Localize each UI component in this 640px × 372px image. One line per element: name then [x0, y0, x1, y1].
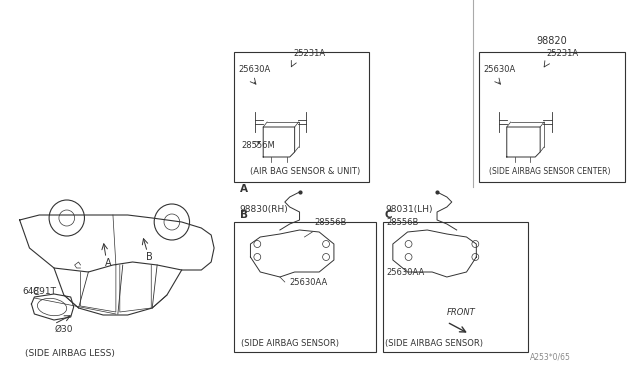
Text: 25231A: 25231A	[294, 49, 326, 58]
Text: B: B	[239, 210, 248, 220]
Text: 98820: 98820	[536, 36, 567, 46]
Text: 98830(RH): 98830(RH)	[239, 205, 289, 214]
Text: (SIDE AIRBAG SENSOR CENTER): (SIDE AIRBAG SENSOR CENTER)	[489, 167, 611, 176]
Text: C: C	[385, 210, 392, 220]
Text: C: C	[33, 287, 39, 297]
Text: 28556M: 28556M	[241, 141, 275, 150]
Text: A: A	[105, 258, 112, 268]
Text: B: B	[147, 252, 153, 262]
Text: A253*0/65: A253*0/65	[531, 353, 572, 362]
Text: 25630AA: 25630AA	[386, 268, 424, 277]
Text: (SIDE AIRBAG SENSOR): (SIDE AIRBAG SENSOR)	[241, 339, 339, 348]
Bar	[479, 52, 625, 182]
Bar	[383, 222, 529, 352]
Text: 25630A: 25630A	[239, 65, 271, 74]
Text: 64891T: 64891T	[22, 287, 56, 296]
Text: A: A	[239, 184, 248, 194]
Text: (SIDE AIRBAG LESS): (SIDE AIRBAG LESS)	[24, 349, 115, 358]
Text: Ø30: Ø30	[55, 325, 74, 334]
Text: 25630A: 25630A	[483, 65, 515, 74]
Bar	[234, 52, 369, 182]
Text: 25231A: 25231A	[546, 49, 578, 58]
Text: (AIR BAG SENSOR & UNIT): (AIR BAG SENSOR & UNIT)	[250, 167, 361, 176]
Text: (SIDE AIRBAG SENSOR): (SIDE AIRBAG SENSOR)	[385, 339, 483, 348]
Text: 98031(LH): 98031(LH)	[385, 205, 433, 214]
Text: 28556B: 28556B	[314, 218, 347, 227]
Text: 28556B: 28556B	[386, 218, 419, 227]
Text: 25630AA: 25630AA	[290, 278, 328, 287]
Text: FRONT: FRONT	[447, 308, 476, 317]
Bar	[234, 222, 376, 352]
